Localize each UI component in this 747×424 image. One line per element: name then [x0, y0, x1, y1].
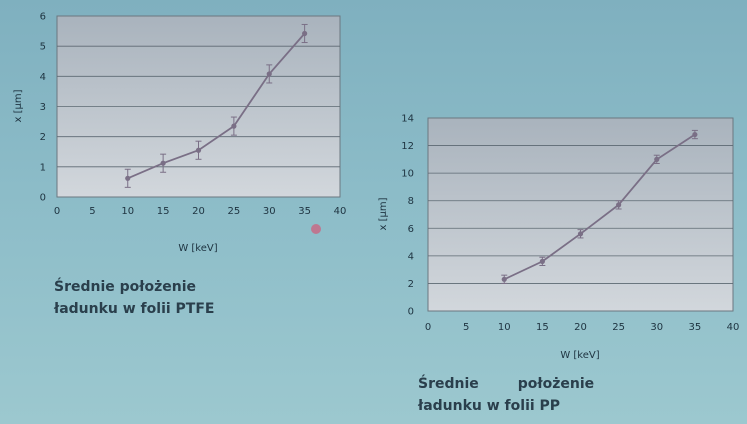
chart-ptfe-ytick-label: 3 [40, 102, 46, 113]
chart-pp-xticks: 0 5 10 15 20 25 30 35 40 [425, 322, 740, 333]
chart-ptfe-data-point [125, 175, 131, 181]
chart-ptfe-xticks: 0 5 10 15 20 25 30 35 40 [54, 206, 347, 217]
chart-ptfe-xtick-label: 30 [263, 206, 276, 217]
chart-ptfe-data-point [195, 147, 202, 153]
chart-pp-xtick-label: 25 [612, 322, 625, 333]
chart-ptfe-xtick-label: 25 [228, 206, 241, 217]
chart-ptfe-xtick-label: 40 [334, 206, 347, 217]
chart-ptfe-caption-line-2: ładunku w folii PTFE [53, 301, 214, 317]
chart-ptfe-xlabel: W [keV] [178, 243, 217, 254]
chart-pp-ytick-label: 6 [408, 224, 414, 235]
chart-ptfe-data-point [160, 160, 166, 166]
chart-pp-yticks: 0 2 4 6 8 10 12 14 [401, 114, 414, 318]
chart-ptfe-ytick-label: 5 [40, 42, 46, 53]
chart-pp-ytick-label: 4 [408, 251, 414, 262]
chart-ptfe-data-point [231, 123, 237, 129]
chart-pp-series [501, 129, 698, 284]
chart-pp-ytick-label: 2 [408, 279, 414, 290]
chart-ptfe-ytick-label: 4 [40, 72, 46, 83]
chart-pp-data-point [654, 156, 660, 162]
chart-pp-xtick-label: 10 [498, 322, 511, 333]
chart-pp-ytick-label: 8 [408, 196, 414, 207]
chart-pp-xtick-label: 20 [574, 322, 587, 333]
chart-pp-caption-line-1: Średnie położenie [418, 374, 594, 392]
chart-ptfe-caption-line-1: Średnie położenie [54, 277, 196, 295]
chart-pp-ytick-label: 12 [401, 141, 414, 152]
chart-pp-xlabel: W [keV] [560, 350, 599, 361]
chart-pp-gridlines [428, 145, 733, 284]
chart-pp-xtick-label: 5 [463, 322, 469, 333]
chart-pp-plot-area [427, 117, 734, 312]
chart-pp-xtick-label: 30 [650, 322, 663, 333]
chart-ptfe-ylabel: x [μm] [13, 89, 24, 122]
chart-ptfe-xtick-label: 20 [192, 206, 205, 217]
chart-ptfe-yticks: 0 1 2 3 4 5 6 [40, 12, 46, 204]
chart-ptfe-xtick-label: 15 [157, 206, 170, 217]
chart-ptfe-series-line [127, 32, 306, 180]
chart-ptfe-xtick-label: 0 [54, 206, 60, 217]
chart-ptfe-data-point [302, 30, 308, 37]
chart-pp: 0 5 10 15 20 25 30 35 40 0 2 4 6 8 10 12 14 W [keV] x [… [378, 114, 739, 415]
chart-pp-caption-line-2: ładunku w folii PP [417, 398, 560, 414]
chart-pp-xtick-label: 35 [689, 322, 702, 333]
laser-pointer-dot [311, 224, 321, 234]
chart-ptfe-ytick-label: 2 [40, 132, 46, 143]
chart-ptfe-ytick-label: 1 [40, 162, 46, 173]
chart-ptfe-xtick-label: 10 [121, 206, 134, 217]
chart-pp-data-point [539, 258, 545, 264]
chart-pp-data-point [501, 276, 507, 282]
chart-pp-ytick-label: 10 [401, 169, 414, 180]
chart-pp-ylabel: x [μm] [378, 197, 389, 230]
chart-pp-xtick-label: 40 [727, 322, 740, 333]
chart-pp-ytick-label: 14 [401, 114, 414, 125]
chart-ptfe-data-point [266, 71, 272, 77]
chart-pp-series-line [503, 133, 696, 281]
chart-pp-xtick-label: 0 [425, 322, 431, 333]
chart-ptfe-series [124, 23, 308, 188]
chart-ptfe-ytick-label: 6 [40, 12, 46, 23]
chart-pp-xtick-label: 15 [536, 322, 549, 333]
chart-pp-ytick-label: 0 [408, 307, 414, 318]
chart-ptfe-xtick-label: 5 [89, 206, 95, 217]
chart-pp-data-point [577, 231, 584, 237]
chart-ptfe-xtick-label: 35 [298, 206, 311, 217]
chart-pp-data-point [616, 202, 622, 208]
chart-ptfe-ytick-label: 0 [40, 193, 46, 204]
chart-pp-data-point [692, 131, 698, 138]
